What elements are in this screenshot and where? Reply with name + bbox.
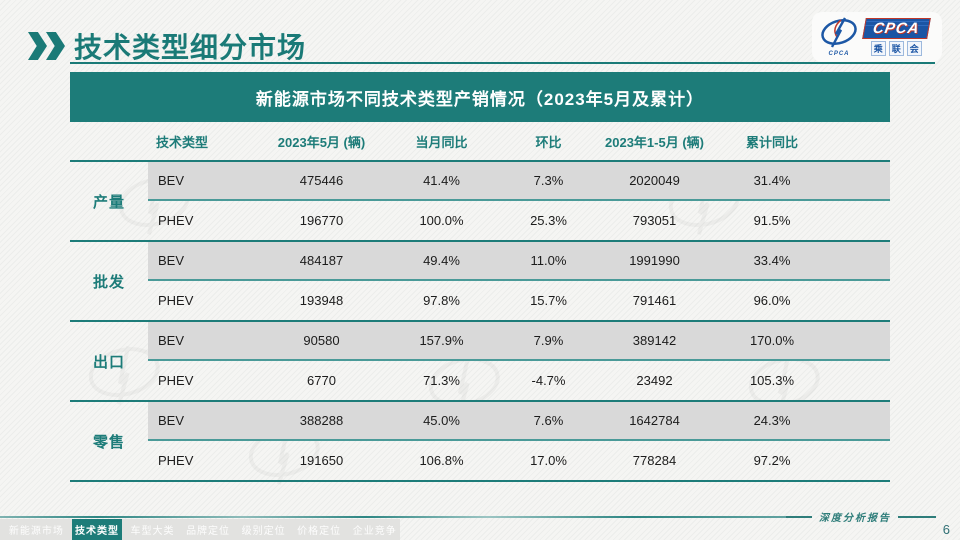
- slide-header: 技术类型细分市场: [28, 26, 306, 66]
- table-cell: 71.3%: [423, 373, 460, 388]
- row-group-label: 产量: [92, 193, 125, 211]
- tab-segment-positioning[interactable]: 级别定位: [241, 526, 286, 537]
- table-cell: 31.4%: [712, 162, 890, 201]
- logo-chinese-name: 乘 联 会: [870, 41, 922, 56]
- table-title: 新能源市场不同技术类型产销情况（2023年5月及累计）: [70, 72, 890, 122]
- table-cell: PHEV: [158, 293, 194, 308]
- footer-rule: [0, 516, 812, 518]
- table-cell: 7.3%: [500, 162, 597, 201]
- table-header-row: 技术类型 2023年5月 (辆) 当月同比 环比 2023年1-5月 (辆) 累…: [70, 122, 890, 162]
- table-cell: 778284: [632, 453, 677, 468]
- table-cell: BEV: [148, 242, 260, 281]
- table-cell: 11.0%: [500, 242, 597, 281]
- table-cell: BEV: [148, 162, 260, 201]
- page-number: 6: [942, 522, 950, 537]
- logo-cn-char: 会: [906, 41, 922, 56]
- table-cell: 6770: [307, 373, 336, 388]
- table-cell: 49.4%: [383, 242, 500, 281]
- footer-dash: [786, 515, 812, 518]
- table-group-retail: 零售 BEV 388288 45.0% 7.6% 1642784 24.3% P…: [70, 402, 890, 482]
- table-cell: 1991990: [597, 242, 712, 281]
- row-group-label: 出口: [92, 353, 125, 371]
- row-group-label: 批发: [92, 273, 125, 291]
- double-chevron-icon: [28, 32, 65, 60]
- tab-tech-type[interactable]: 技术类型: [71, 519, 123, 540]
- table-cell: 157.9%: [383, 322, 500, 361]
- table-cell: 191650: [299, 453, 344, 468]
- table-cell: 15.7%: [530, 293, 567, 308]
- table-cell: -4.7%: [531, 373, 566, 388]
- table-cell: 1642784: [597, 402, 712, 441]
- table-cell: 106.8%: [419, 453, 464, 468]
- table-group-production: 产量 BEV 475446 41.4% 7.3% 2020049 31.4% P…: [70, 162, 890, 242]
- table-cell: 7.9%: [500, 322, 597, 361]
- table-cell: 97.2%: [753, 453, 791, 468]
- col-header-cumulative: 2023年1-5月 (辆): [605, 134, 704, 150]
- tab-price-positioning[interactable]: 价格定位: [297, 526, 342, 537]
- table-cell: 484187: [260, 242, 383, 281]
- cpca-logo: CPCA CPCA 乘 联 会: [812, 12, 942, 62]
- page-title: 技术类型细分市场: [74, 32, 307, 63]
- col-header-cum-yoy: 累计同比: [745, 134, 798, 150]
- table-cell: 388288: [260, 402, 383, 441]
- tab-model-category[interactable]: 车型大类: [130, 526, 175, 537]
- chevron-right-icon: [46, 32, 65, 60]
- logo-cn-char: 乘: [870, 41, 886, 56]
- swoosh-icon: [821, 17, 857, 48]
- tab-enterprise-competition[interactable]: 企业竞争: [352, 526, 397, 537]
- table-cell: 23492: [636, 373, 673, 388]
- table-cell: 196770: [299, 213, 344, 228]
- table-cell: 91.5%: [753, 213, 791, 228]
- title-underline: [70, 62, 935, 64]
- table-cell: 105.3%: [749, 373, 795, 388]
- logo-cn-char: 联: [888, 41, 904, 56]
- table-cell: 24.3%: [712, 402, 890, 441]
- cpca-logo-text: CPCA 乘 联 会: [862, 18, 931, 56]
- cpca-logo-swoosh: CPCA: [818, 17, 860, 57]
- table-cell: 41.4%: [383, 162, 500, 201]
- section-tab-bar: 新能源市场 技术类型 车型大类 品牌定位 级别定位 价格定位 企业竞争: [0, 519, 400, 540]
- header-spacer: [70, 122, 148, 160]
- logo-sub-text: CPCA: [828, 51, 850, 57]
- table-cell: BEV: [148, 402, 260, 441]
- table-cell: 96.0%: [753, 293, 791, 308]
- table-cell: PHEV: [158, 453, 194, 468]
- table-cell: 2020049: [597, 162, 712, 201]
- tab-brand-positioning[interactable]: 品牌定位: [186, 526, 231, 537]
- table-cell: 97.8%: [423, 293, 460, 308]
- table-cell: PHEV: [158, 213, 194, 228]
- table-cell: 193948: [299, 293, 344, 308]
- data-table: 新能源市场不同技术类型产销情况（2023年5月及累计） 技术类型 2023年5月…: [70, 72, 890, 482]
- table-group-export: 出口 BEV 90580 157.9% 7.9% 389142 170.0% P…: [70, 322, 890, 402]
- chevron-right-icon: [28, 32, 47, 60]
- col-header-tech-type: 技术类型: [156, 134, 209, 150]
- table-cell: 793051: [632, 213, 677, 228]
- table-group-wholesale: 批发 BEV 484187 49.4% 11.0% 1991990 33.4% …: [70, 242, 890, 322]
- table-cell: 45.0%: [383, 402, 500, 441]
- col-header-may-volume: 2023年5月 (辆): [277, 134, 366, 150]
- table-cell: 33.4%: [712, 242, 890, 281]
- footer-note-text: 深度分析报告: [819, 513, 891, 524]
- table-cell: 25.3%: [530, 213, 567, 228]
- table-cell: 389142: [597, 322, 712, 361]
- table-cell: 791461: [632, 293, 677, 308]
- table-cell: 7.6%: [500, 402, 597, 441]
- table-cell: 90580: [260, 322, 383, 361]
- col-header-mom: 环比: [535, 134, 562, 150]
- table-cell: 170.0%: [712, 322, 890, 361]
- table-cell: PHEV: [158, 373, 194, 388]
- table-cell: 100.0%: [419, 213, 464, 228]
- row-group-label: 零售: [92, 433, 125, 451]
- table-cell: BEV: [148, 322, 260, 361]
- logo-acronym: CPCA: [862, 18, 931, 39]
- table-cell: 17.0%: [530, 453, 567, 468]
- col-header-yoy: 当月同比: [415, 134, 468, 150]
- tab-new-energy-market[interactable]: 新能源市场: [8, 526, 64, 537]
- footer-dash: [898, 515, 936, 518]
- table-cell: 475446: [260, 162, 383, 201]
- footer-note: 深度分析报告: [786, 509, 936, 524]
